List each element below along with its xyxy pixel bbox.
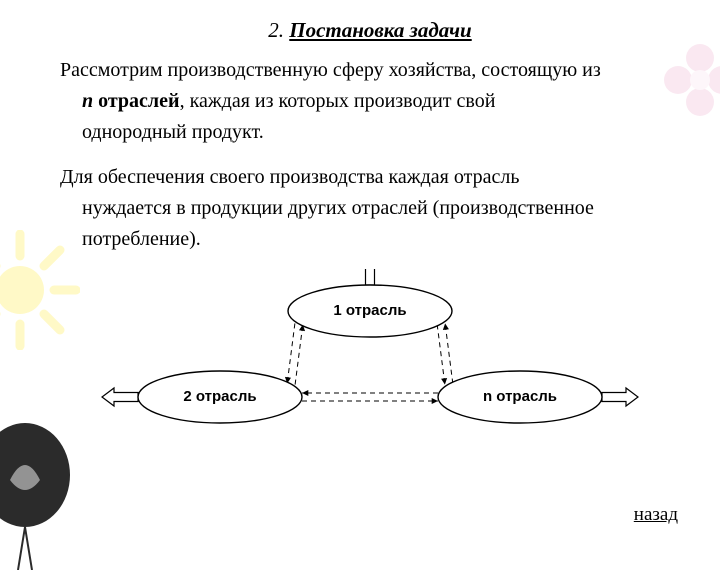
industries-diagram: 1 отрасль 2 отрасль n отрасль bbox=[90, 269, 650, 439]
p1-bold: отраслей bbox=[93, 90, 179, 112]
bg-balloon-icon bbox=[0, 420, 80, 570]
p2-line1: Для обеспечения своего производства кажд… bbox=[60, 162, 680, 193]
p2-line2: нуждается в продукции других отраслей (п… bbox=[60, 193, 680, 224]
p1-line3: однородный продукт. bbox=[60, 117, 680, 148]
svg-text:n отрасль: n отрасль bbox=[483, 388, 557, 405]
slide-title: 2. Постановка задачи bbox=[60, 18, 680, 43]
paragraph-2: Для обеспечения своего производства кажд… bbox=[60, 162, 680, 255]
p2-line3: потребление). bbox=[60, 224, 680, 255]
p1-line1: Рассмотрим производственную сферу хозяйс… bbox=[60, 59, 601, 81]
svg-text:2 отрасль: 2 отрасль bbox=[183, 388, 256, 405]
title-text: Постановка задачи bbox=[289, 18, 471, 42]
svg-text:1 отрасль: 1 отрасль bbox=[333, 302, 406, 319]
back-link[interactable]: назад bbox=[634, 504, 678, 526]
paragraph-1: Рассмотрим производственную сферу хозяйс… bbox=[60, 55, 680, 148]
p1-rest: , каждая из которых производит свой bbox=[180, 90, 496, 112]
p1-n: n bbox=[82, 90, 93, 112]
slide-content: 2. Постановка задачи Рассмотрим производ… bbox=[0, 0, 720, 439]
title-number: 2. bbox=[268, 18, 284, 42]
